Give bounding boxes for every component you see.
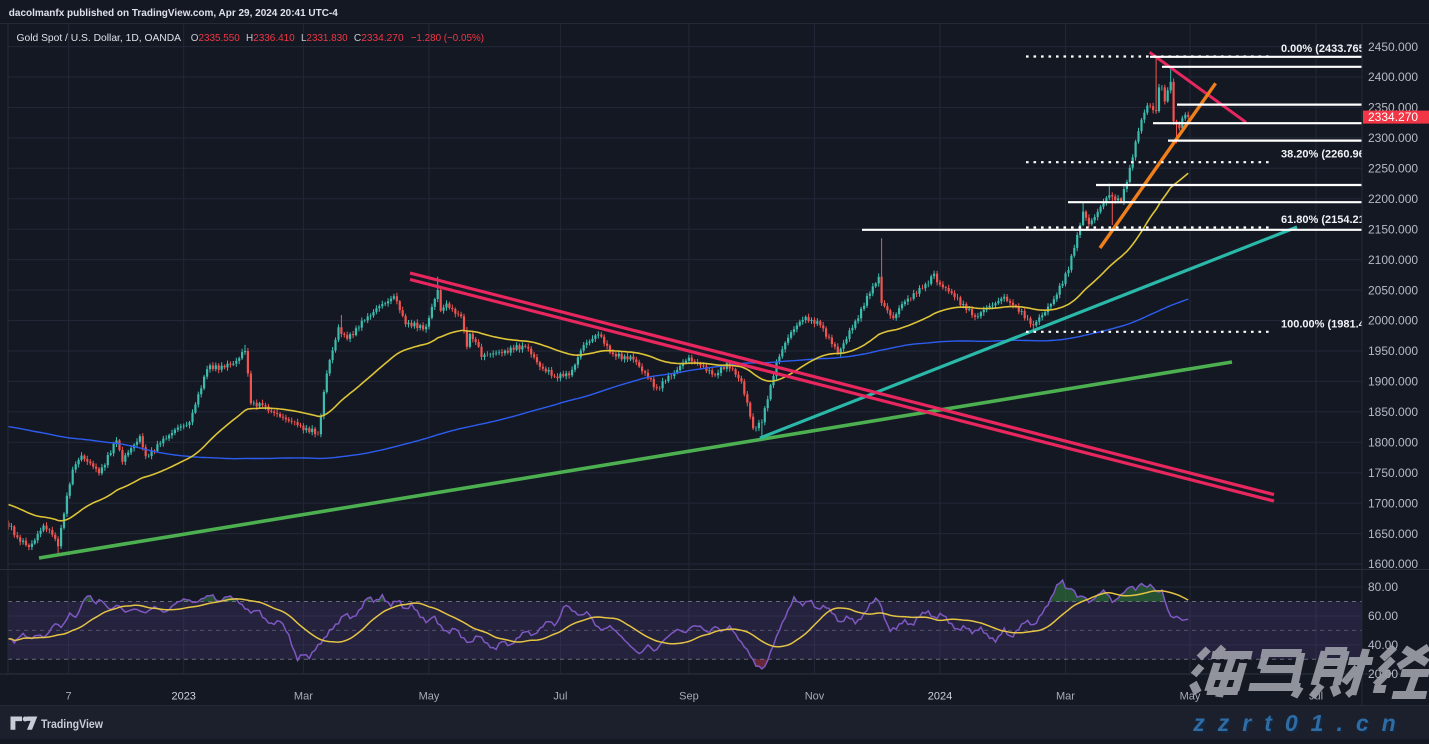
svg-text:TradingView: TradingView (41, 717, 104, 731)
svg-text:2400.000: 2400.000 (1368, 70, 1418, 84)
svg-text:2450.000: 2450.000 (1368, 40, 1418, 54)
svg-text:H2336.410: H2336.410 (246, 32, 295, 44)
svg-text:May: May (419, 691, 440, 703)
svg-text:2250.000: 2250.000 (1368, 162, 1418, 176)
svg-text:Mar: Mar (294, 691, 313, 703)
svg-text:2300.000: 2300.000 (1368, 131, 1418, 145)
svg-text:2200.000: 2200.000 (1368, 192, 1418, 206)
svg-text:1750.000: 1750.000 (1368, 466, 1418, 480)
svg-text:zzrt01.cn: zzrt01.cn (1192, 710, 1408, 736)
svg-text:dacolmanfx published on Tradin: dacolmanfx published on TradingView.com,… (9, 7, 338, 19)
svg-text:2100.000: 2100.000 (1368, 253, 1418, 267)
svg-text:2050.000: 2050.000 (1368, 283, 1418, 297)
svg-text:1700.000: 1700.000 (1368, 496, 1418, 510)
svg-text:Nov: Nov (805, 691, 825, 703)
svg-text:C2334.270: C2334.270 (354, 32, 404, 44)
svg-text:zzrt01.cn: zzrt01.cn (1194, 712, 1410, 738)
svg-text:Sep: Sep (679, 691, 699, 703)
svg-text:1600.000: 1600.000 (1368, 557, 1418, 571)
svg-text:100.00% (1981.475): 100.00% (1981.475) (1281, 318, 1381, 330)
svg-text:2000.000: 2000.000 (1368, 314, 1418, 328)
svg-text:2023: 2023 (171, 691, 195, 703)
svg-text:Jul: Jul (553, 691, 567, 703)
svg-text:80.00: 80.00 (1368, 580, 1398, 594)
svg-text:O2335.550: O2335.550 (191, 32, 240, 44)
svg-text:60.00: 60.00 (1368, 609, 1398, 623)
svg-text:2334.270: 2334.270 (1368, 110, 1418, 124)
svg-text:1800.000: 1800.000 (1368, 436, 1418, 450)
svg-text:2024: 2024 (928, 691, 952, 703)
svg-text:1650.000: 1650.000 (1368, 527, 1418, 541)
svg-text:1850.000: 1850.000 (1368, 405, 1418, 419)
svg-text:7: 7 (66, 691, 72, 703)
svg-text:38.20% (2260.968): 38.20% (2260.968) (1281, 149, 1375, 161)
svg-text:L2331.830: L2331.830 (301, 32, 348, 44)
svg-text:−1.280 (−0.05%): −1.280 (−0.05%) (411, 32, 484, 44)
svg-text:Gold Spot / U.S. Dollar, 1D, O: Gold Spot / U.S. Dollar, 1D, OANDA (17, 32, 182, 44)
svg-text:0.00% (2433.765): 0.00% (2433.765) (1281, 43, 1369, 55)
svg-text:61.80% (2154.214): 61.80% (2154.214) (1281, 214, 1375, 226)
svg-text:2150.000: 2150.000 (1368, 222, 1418, 236)
svg-text:1900.000: 1900.000 (1368, 375, 1418, 389)
svg-text:1950.000: 1950.000 (1368, 344, 1418, 358)
svg-text:Mar: Mar (1056, 691, 1075, 703)
